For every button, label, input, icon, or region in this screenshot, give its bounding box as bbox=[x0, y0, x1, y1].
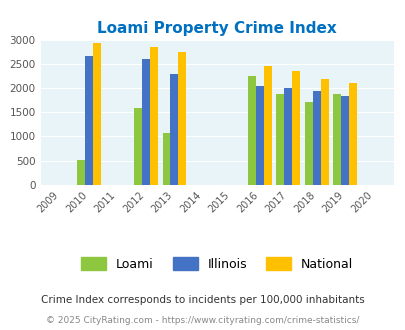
Bar bbox=[178, 52, 186, 185]
Bar bbox=[349, 83, 356, 185]
Bar bbox=[162, 134, 170, 185]
Bar bbox=[320, 79, 328, 185]
Bar bbox=[77, 160, 85, 185]
Bar bbox=[284, 87, 292, 185]
Bar bbox=[276, 94, 284, 185]
Bar bbox=[333, 94, 341, 185]
Bar bbox=[312, 91, 320, 185]
Bar bbox=[292, 71, 300, 185]
Bar bbox=[85, 55, 93, 185]
Bar bbox=[93, 44, 101, 185]
Bar bbox=[134, 108, 142, 185]
Text: Crime Index corresponds to incidents per 100,000 inhabitants: Crime Index corresponds to incidents per… bbox=[41, 295, 364, 305]
Bar bbox=[149, 47, 158, 185]
Title: Loami Property Crime Index: Loami Property Crime Index bbox=[97, 21, 336, 36]
Legend: Loami, Illinois, National: Loami, Illinois, National bbox=[76, 252, 357, 276]
Bar bbox=[247, 76, 255, 185]
Bar bbox=[263, 66, 271, 185]
Text: © 2025 CityRating.com - https://www.cityrating.com/crime-statistics/: © 2025 CityRating.com - https://www.city… bbox=[46, 315, 359, 325]
Bar bbox=[255, 85, 263, 185]
Bar bbox=[341, 96, 349, 185]
Bar bbox=[142, 59, 149, 185]
Bar bbox=[170, 75, 178, 185]
Bar bbox=[304, 102, 312, 185]
